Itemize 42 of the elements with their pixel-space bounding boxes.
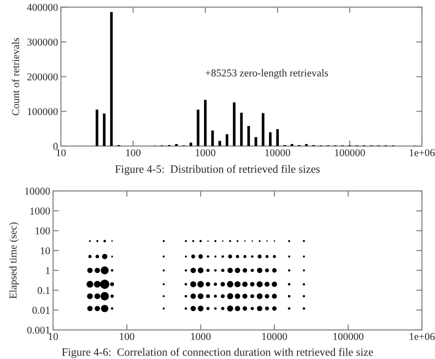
- y-tick-label: 100: [36, 227, 50, 234]
- x-tick-label: 10000: [262, 333, 288, 340]
- bar: [226, 134, 228, 146]
- y-tick-label: 1: [46, 267, 50, 274]
- y-tick-label: 400000: [27, 4, 58, 11]
- bar: [247, 126, 250, 146]
- bar: [269, 132, 272, 146]
- annotation: +85253 zero-length retrievals: [206, 69, 328, 79]
- y-tick-label: 10: [40, 247, 50, 254]
- y-axis-title: Elapsed time (sec): [9, 222, 19, 299]
- y-tick-label: 10000: [25, 188, 50, 195]
- x-tick-label: 1000: [191, 333, 211, 340]
- y-axis-title: Count of retrievals: [12, 38, 20, 116]
- x-tick-label: 1e+06: [410, 333, 435, 340]
- bar: [190, 142, 192, 146]
- y-tick-label: 0: [53, 142, 58, 150]
- x-tick-label: 100000: [333, 333, 364, 340]
- x-tick-label: 10: [56, 149, 66, 156]
- x-tick-label: 100: [126, 149, 141, 156]
- bar: [232, 102, 236, 146]
- bar: [218, 140, 222, 146]
- text: Figure 4-5: Distribution of retrieved file sizes: [115, 164, 320, 176]
- bar: [196, 110, 200, 146]
- y-tick-label: 200000: [27, 73, 58, 80]
- text: Figure 4-6: Correlation of connection duration with retrieved file size: [62, 348, 373, 358]
- bar: [240, 112, 243, 146]
- bar: [204, 100, 207, 146]
- x-tick-label: 1e+06: [410, 149, 435, 156]
- x-tick-label: 100: [120, 333, 134, 340]
- y-tick-label: 0.01: [32, 306, 50, 314]
- bar: [211, 130, 214, 146]
- x-tick-label: 1000: [196, 149, 216, 156]
- bar: [254, 137, 258, 146]
- y-tick-label: 100000: [28, 108, 58, 116]
- y-tick-label: 1000: [30, 208, 50, 215]
- y-tick-label: 0.1: [38, 286, 50, 294]
- x-tick-label: 10000: [265, 149, 290, 156]
- bar: [262, 113, 264, 146]
- y-tick-label: 0.001: [27, 326, 50, 334]
- x-tick-label: 100000: [335, 149, 365, 156]
- bar: [276, 129, 279, 146]
- y-tick-label: 300000: [27, 38, 58, 46]
